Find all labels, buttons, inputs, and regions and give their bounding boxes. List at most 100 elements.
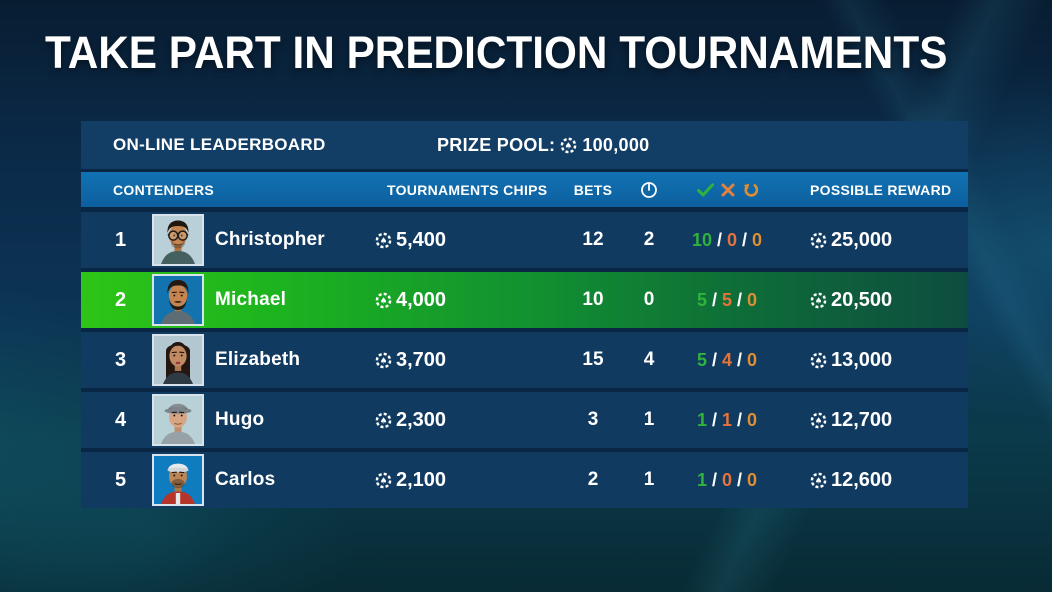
leaderboard-title: ON-LINE LEADERBOARD: [113, 135, 326, 154]
poker-chip-icon: ♠: [810, 472, 827, 489]
rank: 2: [114, 288, 127, 311]
column-contenders: CONTENDERS: [113, 181, 215, 198]
bets-count: 2: [587, 469, 599, 490]
svg-text:♠: ♠: [380, 236, 388, 246]
player-name: Elizabeth: [215, 349, 301, 370]
tournament-chips: ♠ 4,000: [375, 289, 561, 312]
poker-chip-icon: ♠: [375, 232, 392, 249]
table-row[interactable]: 4 Hugo ♠ 2,300 3 1 1 / 1 / 0 ♠ 12,700: [81, 392, 968, 448]
returns: 0: [747, 289, 758, 310]
losses: 4: [721, 349, 732, 370]
tournament-chips: ♠ 2,100: [375, 469, 561, 492]
table-row-highlighted[interactable]: 2 Michael ♠ 4,000 10 0 5 / 5 / 0 ♠ 20,50…: [81, 272, 968, 328]
leaderboard-panel: ON-LINE LEADERBOARD PRIZE POOL: ♠ 100,00…: [81, 121, 968, 508]
leaderboard-topbar: ON-LINE LEADERBOARD PRIZE POOL: ♠ 100,00…: [81, 121, 968, 169]
bets-count: 12: [582, 229, 604, 250]
return-arrow-icon: [742, 182, 758, 198]
poker-chip-icon: ♠: [375, 412, 392, 429]
avatar: [152, 454, 204, 506]
tournament-chips: ♠ 2,300: [375, 409, 561, 432]
results: 5 / 5 / 0: [696, 289, 758, 310]
results: 1 / 1 / 0: [696, 409, 758, 430]
column-results-icons: [673, 182, 781, 198]
leaderboard-rows: 1 Christopher ♠ 5,400 12 2 10 / 0 / 0 ♠ …: [81, 212, 968, 508]
column-bets: BETS: [573, 181, 613, 198]
column-tournaments-chips: TOURNAMENTS CHIPS: [387, 181, 548, 198]
losses: 0: [721, 469, 732, 490]
player-name: Michael: [215, 289, 287, 310]
poker-chip-icon: ♠: [810, 232, 827, 249]
bets-count: 10: [582, 289, 604, 310]
svg-text:♠: ♠: [380, 356, 388, 366]
losses: 1: [721, 409, 732, 430]
player-name: Carlos: [215, 469, 276, 490]
svg-text:♠: ♠: [815, 236, 823, 246]
wins: 1: [696, 409, 707, 430]
rank: 3: [114, 348, 127, 371]
poker-chip-icon: ♠: [560, 137, 577, 154]
poker-chip-icon: ♠: [810, 292, 827, 309]
possible-reward: ♠ 12,600: [781, 469, 968, 492]
svg-text:♠: ♠: [380, 476, 388, 486]
results: 10 / 0 / 0: [691, 229, 763, 250]
possible-reward: ♠ 20,500: [781, 289, 968, 312]
svg-text:♠: ♠: [380, 296, 388, 306]
avatar: [152, 394, 204, 446]
svg-text:♠: ♠: [815, 356, 823, 366]
results: 5 / 4 / 0: [696, 349, 758, 370]
poker-chip-icon: ♠: [375, 472, 392, 489]
avatar: [152, 334, 204, 386]
check-icon: [696, 182, 714, 197]
pending-count: 0: [643, 289, 655, 310]
clock-icon: [625, 181, 673, 199]
table-row[interactable]: 3 Elizabeth ♠ 3,700 15 4 5 / 4 / 0 ♠ 13,…: [81, 332, 968, 388]
prize-pool: PRIZE POOL: ♠ 100,000: [437, 121, 649, 169]
column-header-row: CONTENDERS TOURNAMENTS CHIPS BETS POSSIB…: [81, 172, 968, 207]
prize-pool-label: PRIZE POOL:: [437, 134, 556, 155]
svg-text:♠: ♠: [815, 296, 823, 306]
pending-count: 2: [643, 229, 655, 250]
wins: 5: [696, 349, 707, 370]
bets-count: 3: [587, 409, 599, 430]
wins: 10: [691, 229, 712, 250]
tournament-chips: ♠ 3,700: [375, 349, 561, 372]
pending-count: 1: [643, 409, 655, 430]
cross-icon: [721, 183, 735, 197]
results: 1 / 0 / 0: [696, 469, 758, 490]
poker-chip-icon: ♠: [375, 352, 392, 369]
table-row[interactable]: 5 Carlos ♠ 2,100 2 1 1 / 0 / 0 ♠ 12,600: [81, 452, 968, 508]
rank: 1: [114, 228, 127, 251]
poker-chip-icon: ♠: [375, 292, 392, 309]
possible-reward: ♠ 13,000: [781, 349, 968, 372]
wins: 1: [696, 469, 707, 490]
pending-count: 1: [643, 469, 655, 490]
avatar: [152, 214, 204, 266]
bets-count: 15: [582, 349, 604, 370]
wins: 5: [696, 289, 707, 310]
pending-count: 4: [643, 349, 655, 370]
returns: 0: [747, 469, 758, 490]
losses: 0: [727, 229, 738, 250]
player-name: Hugo: [215, 409, 265, 430]
table-row[interactable]: 1 Christopher ♠ 5,400 12 2 10 / 0 / 0 ♠ …: [81, 212, 968, 268]
losses: 5: [721, 289, 732, 310]
returns: 0: [747, 349, 758, 370]
possible-reward: ♠ 25,000: [781, 229, 968, 252]
player-name: Christopher: [215, 229, 325, 250]
column-possible-reward: POSSIBLE REWARD: [810, 181, 952, 198]
svg-text:♠: ♠: [815, 476, 823, 486]
tournament-chips: ♠ 5,400: [375, 229, 561, 252]
avatar: [152, 274, 204, 326]
returns: 0: [747, 409, 758, 430]
poker-chip-icon: ♠: [810, 412, 827, 429]
svg-text:♠: ♠: [815, 416, 823, 426]
possible-reward: ♠ 12,700: [781, 409, 968, 432]
poker-chip-icon: ♠: [810, 352, 827, 369]
svg-text:♠: ♠: [565, 141, 573, 151]
rank: 4: [114, 408, 127, 431]
rank: 5: [114, 468, 127, 491]
prize-pool-value: 100,000: [582, 134, 650, 155]
returns: 0: [752, 229, 763, 250]
page-title: TAKE PART IN PREDICTION TOURNAMENTS: [45, 27, 948, 78]
svg-text:♠: ♠: [380, 416, 388, 426]
